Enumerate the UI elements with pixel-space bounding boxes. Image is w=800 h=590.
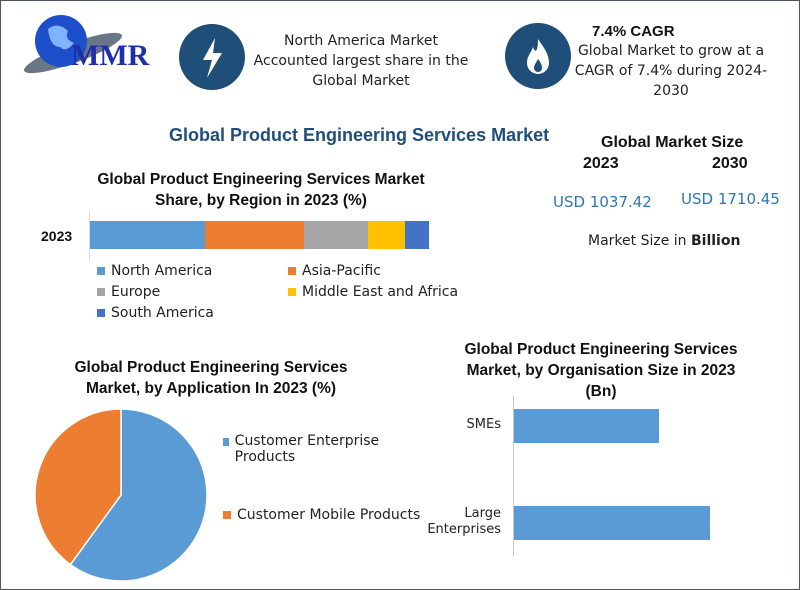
note-line: Global Market to grow at a (577, 43, 765, 59)
lightning-icon (179, 24, 245, 90)
legend-swatch (288, 288, 296, 296)
legend-swatch (288, 267, 296, 275)
org-bar-smes (514, 409, 660, 443)
region-category-label: 2023 (41, 228, 73, 244)
legend-item: Customer Enterprise Products (223, 433, 383, 465)
pie-slice-customer-enterprise-products (69, 408, 208, 582)
legend-swatch (97, 267, 105, 275)
legend-swatch (223, 511, 231, 519)
legend-label: North America (111, 263, 213, 279)
note-line: Accounted largest share in the (253, 53, 469, 69)
north-america-note: North America Market Accounted largest s… (246, 31, 476, 91)
legend-label: Asia-Pacific (302, 263, 381, 279)
legend-label: Europe (111, 284, 161, 300)
pie-slice-customer-mobile-products (34, 408, 122, 566)
legend-item: South America (97, 305, 214, 321)
legend-label: South America (111, 305, 214, 321)
cagr-title: 7.4% CAGR (592, 23, 675, 40)
value-2023: USD 1037.42 (553, 193, 652, 211)
legend-item: Europe (97, 284, 160, 300)
legend-label: Middle East and Africa (302, 284, 459, 300)
legend-swatch (223, 438, 229, 446)
note-line: North America Market (284, 33, 438, 49)
legend-item: Middle East and Africa (288, 284, 458, 300)
year-2030: 2030 (712, 155, 748, 172)
legend-item: Asia-Pacific (288, 263, 381, 279)
org-axis-line (513, 396, 514, 556)
globe-logo-icon (24, 15, 122, 74)
legend-label: Customer Enterprise Products (234, 433, 380, 465)
market-size-note: Market Size in Billion (588, 233, 740, 249)
note-line: Global Market (312, 73, 410, 89)
value-2030: USD 1710.45 (681, 190, 780, 208)
legend-swatch (97, 309, 105, 317)
org-chart-title: Global Product Engineering Services Mark… (464, 341, 738, 400)
region-axis-line (89, 211, 90, 261)
application-chart-title: Global Product Engineering Services Mark… (74, 359, 348, 397)
bar-segment-south-america (405, 221, 429, 249)
cagr-note: Global Market to grow at a CAGR of 7.4% … (571, 41, 771, 101)
legend-item: Customer Mobile Products (223, 507, 420, 523)
bar-segment-north-america (90, 221, 206, 249)
year-2023: 2023 (583, 155, 619, 172)
bar-segment-middle-east-and-africa (367, 221, 406, 249)
logo-text: MMR (71, 39, 150, 72)
market-size-title: Global Market Size (601, 134, 744, 151)
main-title: Global Product Engineering Services Mark… (169, 125, 550, 145)
note-line: CAGR of 7.4% during 2024- (574, 63, 768, 79)
legend-item: North America (97, 263, 212, 279)
region-chart-title: Global Product Engineering Services Mark… (97, 171, 425, 209)
note-line: 2030 (653, 83, 689, 99)
legend-label: Customer Mobile Products (237, 507, 421, 523)
note-unit: Billion (690, 233, 741, 249)
region-stacked-bar (90, 221, 429, 249)
legend-swatch (97, 288, 105, 296)
note-prefix: Market Size in (588, 233, 691, 249)
org-bar-large-enterprises (514, 506, 710, 540)
flame-icon (505, 23, 571, 89)
bar-segment-europe (303, 221, 368, 249)
logo: MMR (13, 11, 163, 81)
org-category-label: SMEs (466, 417, 501, 432)
application-pie (34, 408, 208, 582)
org-category-label: Large Enterprises (427, 506, 501, 537)
bar-segment-asia-pacific (205, 221, 304, 249)
